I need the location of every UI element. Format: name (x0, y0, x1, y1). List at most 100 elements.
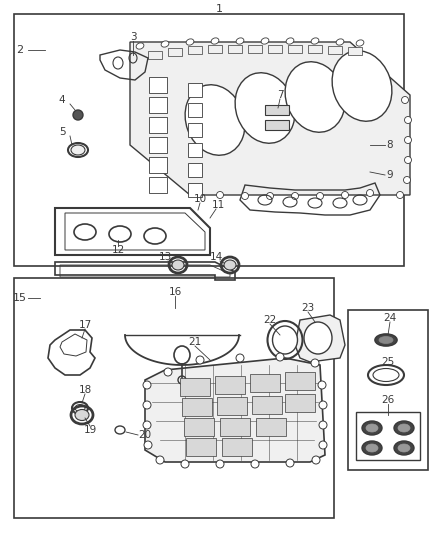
Ellipse shape (276, 353, 284, 361)
Ellipse shape (224, 260, 236, 270)
Bar (348, 310, 428, 470)
Ellipse shape (367, 190, 374, 197)
Ellipse shape (373, 368, 399, 382)
Bar (285, 372, 315, 390)
Bar (220, 418, 250, 436)
Ellipse shape (311, 359, 319, 367)
Text: 5: 5 (59, 127, 65, 137)
Ellipse shape (362, 421, 382, 435)
Ellipse shape (211, 38, 219, 44)
Text: 11: 11 (212, 200, 225, 210)
Polygon shape (295, 315, 345, 362)
Ellipse shape (241, 192, 248, 199)
Text: 17: 17 (78, 320, 92, 330)
Bar (14, 14, 404, 266)
Ellipse shape (144, 441, 152, 449)
Bar (250, 374, 280, 392)
Polygon shape (145, 358, 325, 462)
Text: 7: 7 (277, 90, 283, 100)
Ellipse shape (319, 421, 327, 429)
Polygon shape (188, 183, 202, 197)
Ellipse shape (181, 460, 189, 468)
Ellipse shape (143, 421, 151, 429)
Bar (180, 378, 210, 396)
Text: 23: 23 (301, 303, 314, 313)
Ellipse shape (394, 441, 414, 455)
Ellipse shape (286, 459, 294, 467)
Ellipse shape (319, 401, 327, 409)
Ellipse shape (312, 456, 320, 464)
Ellipse shape (292, 192, 299, 199)
Ellipse shape (266, 192, 273, 199)
Ellipse shape (73, 110, 83, 120)
Text: 14: 14 (209, 252, 223, 262)
Ellipse shape (318, 381, 326, 389)
Polygon shape (188, 103, 202, 117)
Ellipse shape (143, 381, 151, 389)
Text: 18: 18 (78, 385, 92, 395)
Ellipse shape (403, 176, 410, 183)
Ellipse shape (185, 85, 245, 155)
Polygon shape (348, 47, 362, 55)
Bar (217, 397, 247, 415)
Ellipse shape (71, 145, 85, 155)
Bar (265, 120, 289, 130)
Text: 2: 2 (17, 45, 24, 55)
Polygon shape (149, 137, 167, 153)
Bar (265, 105, 289, 115)
Ellipse shape (272, 326, 297, 354)
Ellipse shape (342, 191, 349, 198)
Polygon shape (168, 48, 182, 56)
Text: 21: 21 (188, 337, 201, 347)
Polygon shape (228, 45, 242, 53)
Ellipse shape (191, 190, 198, 197)
Polygon shape (188, 143, 202, 157)
Bar (256, 418, 286, 436)
Polygon shape (188, 46, 202, 54)
Ellipse shape (336, 39, 344, 45)
Polygon shape (149, 157, 167, 173)
Text: 12: 12 (111, 245, 125, 255)
Ellipse shape (398, 444, 410, 452)
Ellipse shape (319, 441, 327, 449)
Text: 15: 15 (13, 293, 27, 303)
Polygon shape (149, 177, 167, 193)
Ellipse shape (172, 260, 184, 270)
Ellipse shape (236, 354, 244, 362)
Text: 3: 3 (130, 32, 136, 42)
Polygon shape (188, 123, 202, 137)
Polygon shape (149, 77, 167, 93)
Polygon shape (149, 97, 167, 113)
Ellipse shape (216, 460, 224, 468)
Bar (182, 398, 212, 416)
Text: 13: 13 (159, 252, 172, 262)
Ellipse shape (402, 96, 409, 103)
Bar (215, 376, 245, 394)
Polygon shape (288, 45, 302, 53)
Ellipse shape (405, 157, 411, 164)
Polygon shape (188, 163, 202, 177)
Polygon shape (208, 45, 222, 53)
Ellipse shape (396, 191, 403, 198)
Text: 4: 4 (59, 95, 65, 105)
Bar (186, 438, 216, 456)
Ellipse shape (356, 40, 364, 46)
Ellipse shape (362, 441, 382, 455)
Polygon shape (188, 83, 202, 97)
Ellipse shape (332, 51, 392, 121)
Polygon shape (268, 45, 282, 53)
Ellipse shape (251, 460, 259, 468)
Text: 9: 9 (387, 170, 393, 180)
Polygon shape (148, 51, 162, 59)
Ellipse shape (186, 39, 194, 45)
Ellipse shape (261, 38, 269, 44)
Ellipse shape (196, 356, 204, 364)
Text: 8: 8 (387, 140, 393, 150)
Polygon shape (130, 42, 410, 195)
Text: 16: 16 (168, 287, 182, 297)
Ellipse shape (285, 62, 345, 132)
Ellipse shape (317, 192, 324, 199)
Text: 10: 10 (194, 194, 207, 204)
Ellipse shape (304, 322, 332, 354)
Ellipse shape (379, 336, 393, 343)
